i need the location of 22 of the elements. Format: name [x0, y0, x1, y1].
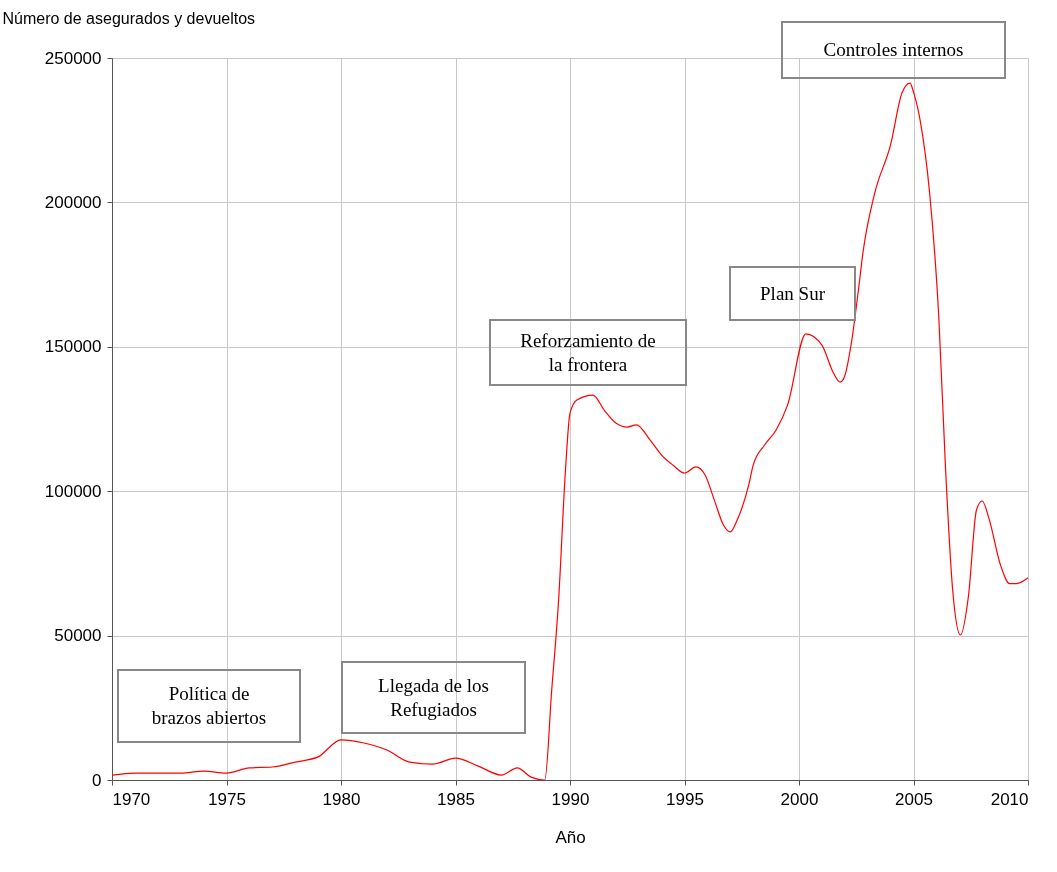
- x-tick-label: 2000: [780, 789, 819, 809]
- x-tick-label: 2010: [990, 789, 1029, 809]
- y-tick-label: 100000: [44, 481, 102, 501]
- y-axis-title: Número de asegurados y devueltos: [2, 9, 256, 27]
- x-tick-label: 1985: [437, 789, 475, 809]
- y-tick-label: 250000: [44, 48, 102, 68]
- x-tick-label: 1970: [112, 789, 151, 809]
- y-tick-label: 200000: [44, 192, 102, 212]
- x-axis-title: Año: [555, 827, 586, 847]
- x-tick-label: 1980: [322, 789, 361, 809]
- annotation: Llegada de los Refugiados: [378, 674, 489, 720]
- x-tick-label: 1990: [551, 789, 590, 809]
- x-tick-label: 1995: [666, 789, 704, 809]
- annotation: Política de brazos abiertos: [151, 683, 267, 728]
- annotation: Reforzamiento de la frontera: [520, 329, 656, 375]
- annotation: Controles internos: [823, 39, 964, 60]
- x-tick-label: 2005: [895, 789, 933, 809]
- y-tick-label: 150000: [44, 337, 102, 357]
- y-tick-label: 50000: [54, 626, 102, 646]
- x-tick-label: 1975: [208, 789, 246, 809]
- y-tick-label: 0: [92, 770, 102, 790]
- annotation: Plan Sur: [760, 282, 826, 304]
